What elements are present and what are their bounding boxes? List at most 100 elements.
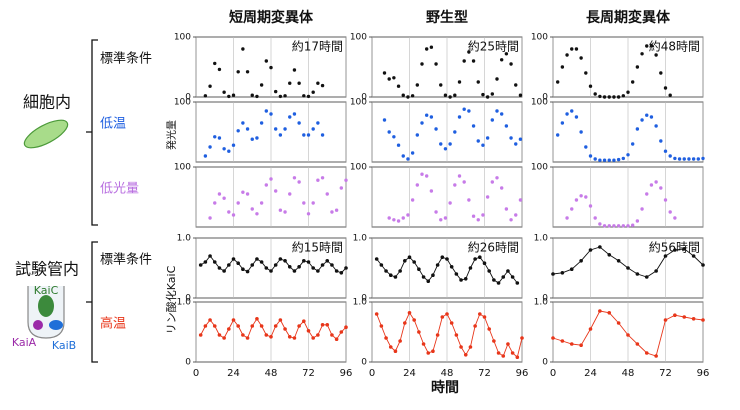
data-point — [485, 95, 490, 99]
y-tick-label: 100 — [350, 163, 367, 173]
data-point — [434, 210, 438, 214]
data-point — [588, 248, 593, 252]
data-point — [645, 113, 649, 117]
data-point — [259, 83, 264, 87]
data-point — [682, 315, 687, 319]
row-label: 低温 — [100, 117, 126, 132]
data-point — [203, 154, 208, 158]
data-point — [574, 47, 579, 51]
data-point — [429, 115, 434, 119]
data-point — [241, 121, 245, 125]
data-point — [379, 324, 384, 328]
x-tick-label: 24 — [403, 368, 416, 379]
data-point — [570, 47, 574, 51]
data-point — [222, 269, 226, 273]
data-point — [227, 94, 231, 99]
data-point — [426, 279, 431, 284]
data-point — [439, 218, 443, 222]
data-point — [213, 61, 217, 66]
data-point — [412, 318, 416, 322]
data-point — [654, 269, 658, 273]
period-annotation: 約56時間 — [649, 240, 700, 255]
data-point — [574, 198, 579, 202]
data-point — [682, 247, 687, 251]
data-point — [387, 130, 391, 134]
data-point — [701, 318, 705, 322]
data-point — [222, 336, 226, 340]
data-point — [687, 157, 691, 161]
data-point — [245, 127, 250, 131]
data-point — [579, 343, 583, 348]
data-point — [607, 311, 612, 315]
data-point — [499, 58, 504, 62]
data-point — [649, 183, 654, 187]
data-point — [588, 84, 593, 88]
data-point — [250, 137, 254, 141]
data-point — [555, 133, 560, 137]
column-header: 長周期変異体 — [586, 9, 671, 26]
y-tick-label: 0 — [361, 294, 367, 304]
data-point — [520, 336, 524, 340]
data-point — [311, 336, 315, 340]
data-point — [635, 127, 640, 131]
data-point — [403, 321, 407, 325]
data-point — [490, 118, 495, 122]
data-point — [245, 336, 250, 340]
data-point — [236, 70, 240, 74]
data-point — [560, 339, 565, 343]
y-tick-label: 100 — [350, 98, 367, 108]
data-point — [292, 176, 297, 180]
data-point — [473, 324, 477, 328]
data-point — [654, 53, 658, 57]
data-point — [429, 45, 434, 49]
y-tick-label: 0 — [542, 294, 548, 304]
data-point — [701, 263, 705, 267]
data-point — [255, 317, 259, 321]
data-point — [602, 224, 607, 228]
period-annotation: 約25時間 — [468, 39, 519, 54]
data-point — [306, 212, 311, 216]
data-point — [198, 263, 203, 267]
data-point — [454, 333, 459, 337]
data-point — [431, 273, 435, 278]
x-tick-label: 72 — [478, 368, 491, 379]
data-point — [429, 189, 434, 193]
data-point — [241, 47, 245, 51]
data-point — [320, 323, 325, 327]
data-point — [212, 260, 217, 264]
data-point — [514, 213, 518, 217]
data-point — [499, 186, 504, 190]
data-point — [288, 192, 292, 196]
data-point — [443, 93, 448, 97]
data-point — [320, 176, 325, 180]
data-point — [241, 267, 245, 272]
data-point — [476, 218, 480, 222]
data-point — [231, 213, 236, 217]
row-label: 低光量 — [100, 182, 139, 197]
data-point — [565, 53, 569, 57]
data-point — [259, 201, 264, 205]
data-point — [487, 327, 491, 331]
data-point — [297, 81, 301, 85]
data-point — [593, 92, 597, 96]
data-point — [468, 266, 473, 270]
data-point — [273, 324, 278, 328]
data-point — [485, 136, 490, 140]
data-point — [203, 94, 208, 98]
data-point — [316, 333, 320, 337]
data-point — [462, 59, 466, 63]
data-point — [231, 318, 236, 322]
data-point — [602, 158, 607, 162]
data-point — [598, 222, 602, 226]
data-point — [320, 83, 325, 88]
data-point — [555, 80, 560, 84]
data-point — [320, 133, 325, 137]
data-point — [659, 139, 663, 143]
data-point — [467, 198, 471, 202]
data-point — [316, 269, 320, 273]
data-point — [222, 147, 226, 151]
data-point — [440, 255, 445, 259]
data-point — [236, 324, 240, 328]
data-point — [217, 333, 222, 337]
x-tick-label: 48 — [441, 368, 454, 379]
